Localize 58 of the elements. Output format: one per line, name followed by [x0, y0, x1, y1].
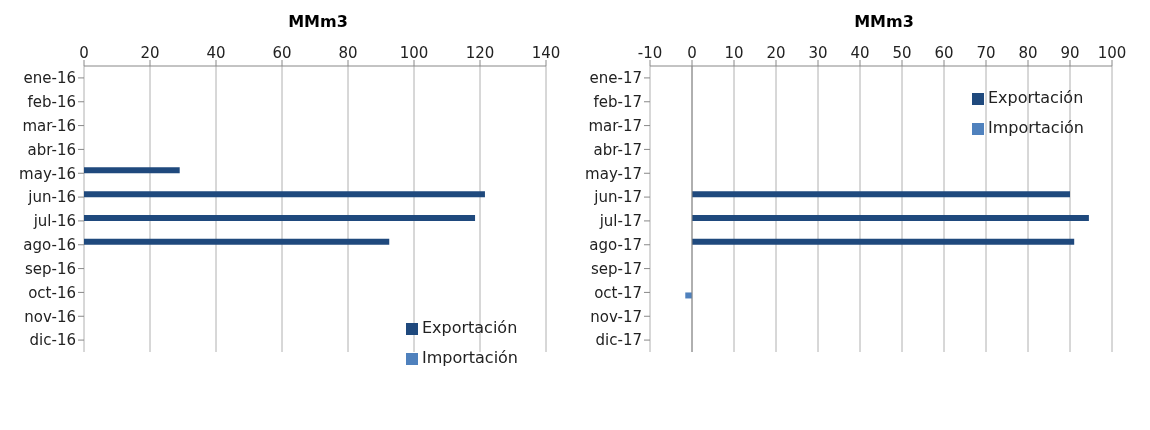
y-tick-label: nov-17 — [590, 307, 642, 326]
bar — [692, 238, 1075, 245]
x-tick-label: 50 — [892, 44, 912, 62]
x-tick-label: 0 — [687, 44, 697, 62]
legend-label: Importación — [987, 118, 1084, 137]
x-tick-label: 30 — [808, 44, 828, 62]
x-tick-label: -10 — [637, 44, 663, 62]
x-tick-label: 10 — [724, 44, 744, 62]
bar — [84, 238, 390, 245]
x-tick-label: 0 — [79, 44, 89, 62]
legend-label: Exportación — [987, 88, 1084, 107]
x-tick-label: 90 — [1060, 44, 1080, 62]
y-tick-label: oct-17 — [594, 283, 642, 302]
y-tick-label: jul-17 — [598, 212, 642, 231]
x-tick-label: 20 — [766, 44, 786, 62]
y-tick-label: sep-17 — [590, 259, 642, 278]
y-tick-label: oct-16 — [28, 283, 76, 302]
x-tick-label: 100 — [1097, 44, 1127, 62]
legend-label: Importación — [421, 348, 518, 367]
bar — [84, 191, 485, 198]
x-tick-label: 20 — [140, 44, 160, 62]
y-tick-label: ago-16 — [23, 236, 76, 255]
y-tick-label: mar-16 — [22, 116, 76, 135]
legend-label: Exportación — [421, 318, 518, 337]
x-tick-label: 60 — [934, 44, 954, 62]
x-tick-label: 100 — [399, 44, 429, 62]
y-tick-label: may-16 — [19, 164, 76, 183]
y-tick-label: dic-17 — [595, 331, 642, 350]
x-axis-title: MMm3 — [853, 12, 915, 31]
y-tick-label: sep-16 — [24, 259, 76, 278]
y-tick-label: feb-17 — [593, 93, 642, 112]
bar — [685, 292, 692, 299]
y-tick-label: dic-16 — [29, 331, 76, 350]
bar — [692, 191, 1070, 198]
y-tick-label: ago-17 — [589, 236, 642, 255]
y-tick-label: may-17 — [585, 164, 642, 183]
bar — [84, 167, 180, 174]
y-tick-label: ene-17 — [589, 69, 642, 88]
x-tick-label: 40 — [850, 44, 870, 62]
x-tick-label: 80 — [1018, 44, 1038, 62]
y-tick-label: nov-16 — [24, 307, 76, 326]
y-tick-label: abr-17 — [593, 140, 642, 159]
x-tick-label: 140 — [531, 44, 561, 62]
y-tick-label: jun-17 — [593, 188, 642, 207]
y-tick-label: feb-16 — [27, 93, 76, 112]
x-tick-label: 120 — [465, 44, 495, 62]
x-axis-title: MMm3 — [287, 12, 349, 31]
bar — [692, 214, 1089, 221]
bar — [84, 214, 476, 221]
y-tick-label: jun-16 — [27, 188, 76, 207]
x-tick-label: 70 — [976, 44, 996, 62]
x-tick-label: 60 — [272, 44, 292, 62]
x-tick-label: 40 — [206, 44, 226, 62]
y-tick-label: ene-16 — [23, 69, 76, 88]
y-tick-label: mar-17 — [588, 116, 642, 135]
x-tick-label: 80 — [338, 44, 358, 62]
y-tick-label: jul-16 — [32, 212, 76, 231]
y-tick-label: abr-16 — [27, 140, 76, 159]
